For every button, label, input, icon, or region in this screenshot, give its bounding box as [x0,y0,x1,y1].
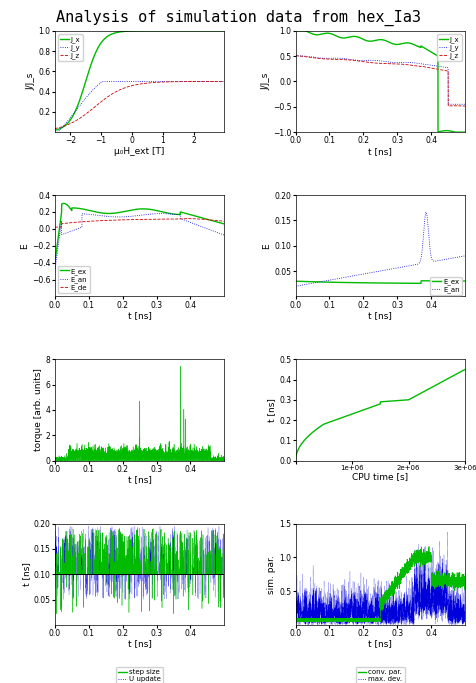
J_z [150,79,156,87]
E_de [134,215,140,223]
Legend: J_x, J_y, J_z: J_x, J_y, J_z [436,34,461,61]
E_de [185,214,191,223]
Text: Analysis of simulation data from hex_Ia3: Analysis of simulation data from hex_Ia3 [56,10,420,27]
J_y [99,77,105,85]
J_x [62,122,68,130]
E_de [129,216,135,224]
J_y [180,77,186,85]
E_de [216,217,222,225]
J_y [62,120,68,128]
J_z [180,77,186,85]
J_z [159,78,165,86]
J_y [155,77,160,85]
Line: J_x: J_x [55,31,224,130]
J_z [155,78,160,86]
Line: E_de: E_de [55,219,224,227]
Y-axis label: t [ns]: t [ns] [267,398,276,422]
E_an [216,229,222,238]
Legend: E_ex, E_an: E_ex, E_an [429,277,461,295]
E_ex [185,210,191,219]
E_ex [221,220,227,228]
E_de [60,219,66,227]
Line: E_an: E_an [55,214,224,271]
J_y [221,77,227,85]
E_an [129,212,135,220]
Y-axis label: t [ns]: t [ns] [22,562,31,586]
X-axis label: t [ns]: t [ns] [128,311,151,320]
Y-axis label: sim. par.: sim. par. [267,555,276,594]
J_x [221,27,227,35]
J_x [159,27,165,35]
J_x [155,27,160,35]
Line: J_z: J_z [55,81,224,128]
X-axis label: μ₀H_ext [T]: μ₀H_ext [T] [114,147,164,156]
E_ex [130,206,136,214]
E_ex [61,199,67,208]
E_ex [216,219,222,227]
X-axis label: t [ns]: t [ns] [367,639,391,648]
E_de [221,217,227,225]
J_x [180,27,186,35]
Line: J_y: J_y [55,81,224,132]
E_an [52,267,58,275]
J_y [52,128,58,136]
E_an [158,210,164,218]
E_ex [134,205,140,213]
J_x [198,27,203,35]
X-axis label: t [ns]: t [ns] [128,475,151,484]
J_y [198,77,203,85]
J_y [150,77,156,85]
Line: E_ex: E_ex [55,204,224,262]
J_z [221,77,227,85]
E_an [216,229,222,238]
Y-axis label: J/J_s: J/J_s [27,73,36,90]
E_de [216,217,222,225]
J_z [52,124,58,133]
Legend: E_ex, E_an, E_de: E_ex, E_an, E_de [58,266,89,293]
Y-axis label: E: E [20,243,30,249]
J_z [198,77,203,85]
E_ex [52,258,58,266]
E_an [221,231,227,239]
Legend: J_x, J_y, J_z: J_x, J_y, J_z [58,34,82,61]
X-axis label: t [ns]: t [ns] [367,147,391,156]
J_y [160,77,166,85]
X-axis label: t [ns]: t [ns] [128,639,151,648]
J_x [150,27,156,35]
Legend: conv. par., max. dev.: conv. par., max. dev. [355,667,404,683]
J_z [62,122,68,130]
X-axis label: CPU time [s]: CPU time [s] [351,472,407,482]
E_an [60,230,66,238]
E_an [134,212,140,220]
X-axis label: t [ns]: t [ns] [367,311,391,320]
E_de [185,214,190,223]
E_de [52,223,58,232]
Y-axis label: torque [arb. units]: torque [arb. units] [34,369,43,451]
E_an [185,218,191,226]
J_x [52,126,58,135]
E_ex [216,219,222,227]
Y-axis label: J/J_s: J/J_s [260,73,269,90]
E_ex [60,199,66,208]
Y-axis label: E: E [262,243,271,249]
Legend: step size, U update: step size, U update [116,667,162,683]
